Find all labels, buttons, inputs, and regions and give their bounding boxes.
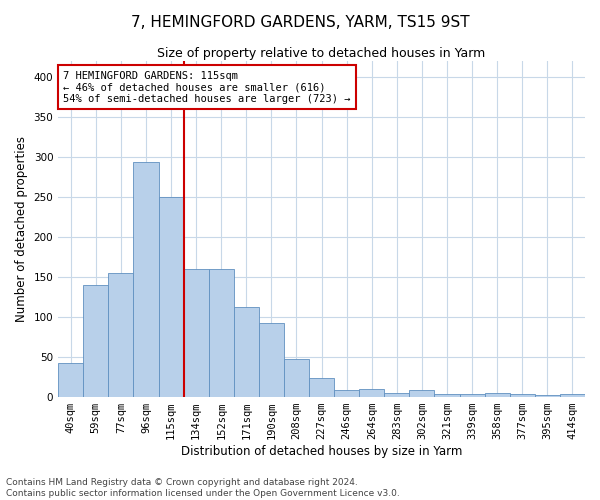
Bar <box>409 390 434 396</box>
Bar <box>209 268 234 396</box>
Bar <box>434 394 460 396</box>
Bar <box>359 388 385 396</box>
Bar <box>133 162 158 396</box>
Bar <box>460 394 485 396</box>
Text: 7 HEMINGFORD GARDENS: 115sqm
← 46% of detached houses are smaller (616)
54% of s: 7 HEMINGFORD GARDENS: 115sqm ← 46% of de… <box>64 70 351 104</box>
Bar <box>158 196 184 396</box>
Bar <box>234 307 259 396</box>
Bar <box>259 323 284 396</box>
Text: 7, HEMINGFORD GARDENS, YARM, TS15 9ST: 7, HEMINGFORD GARDENS, YARM, TS15 9ST <box>131 15 469 30</box>
X-axis label: Distribution of detached houses by size in Yarm: Distribution of detached houses by size … <box>181 444 462 458</box>
Y-axis label: Number of detached properties: Number of detached properties <box>15 136 28 322</box>
Bar <box>58 363 83 396</box>
Bar <box>535 395 560 396</box>
Bar <box>510 394 535 396</box>
Bar <box>560 394 585 396</box>
Bar <box>485 392 510 396</box>
Bar <box>109 272 133 396</box>
Bar <box>334 390 359 396</box>
Text: Contains HM Land Registry data © Crown copyright and database right 2024.
Contai: Contains HM Land Registry data © Crown c… <box>6 478 400 498</box>
Bar <box>309 378 334 396</box>
Bar <box>284 359 309 397</box>
Bar <box>385 394 409 396</box>
Bar <box>83 284 109 397</box>
Bar <box>184 268 209 396</box>
Title: Size of property relative to detached houses in Yarm: Size of property relative to detached ho… <box>157 48 486 60</box>
